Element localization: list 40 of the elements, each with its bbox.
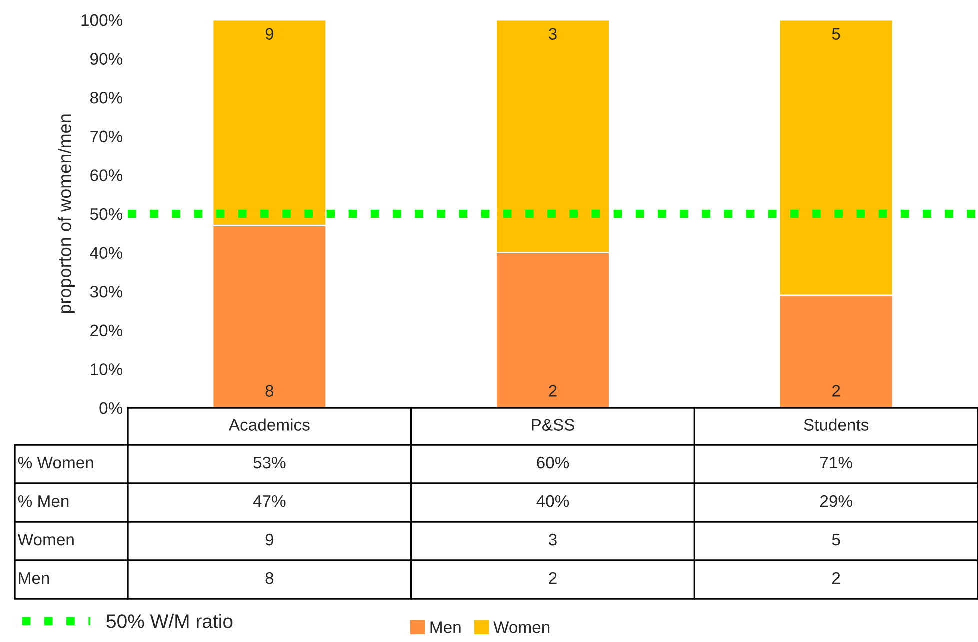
text: 2 bbox=[832, 572, 840, 584]
text: 8 bbox=[266, 572, 274, 584]
y-tick-label: 90% bbox=[90, 53, 123, 66]
text: 5 bbox=[832, 534, 840, 546]
text: 71% bbox=[820, 456, 852, 469]
text: 9 bbox=[266, 534, 274, 546]
annotation: 3 bbox=[549, 28, 557, 40]
text: 47% bbox=[253, 495, 286, 508]
y-tick-label: 70% bbox=[90, 130, 123, 143]
legend-label: 50% W/M ratio bbox=[106, 614, 233, 628]
text: 29% bbox=[820, 495, 852, 508]
x-tick-label: P&SS bbox=[532, 419, 574, 431]
text: 3 bbox=[549, 534, 557, 546]
legend-label: Women bbox=[494, 622, 550, 634]
text: % Women bbox=[18, 456, 94, 469]
y-tick-label: 30% bbox=[90, 286, 123, 298]
y-tick-label: 20% bbox=[90, 324, 123, 337]
y-tick-label: 80% bbox=[90, 92, 123, 104]
text: % Men bbox=[18, 495, 69, 508]
y-tick-label: 50% bbox=[90, 208, 123, 220]
text: Men bbox=[19, 572, 50, 584]
text: 40% bbox=[536, 495, 570, 508]
x-tick-label: Students bbox=[804, 418, 869, 431]
y-axis-title: proporton of women/men bbox=[58, 114, 75, 314]
y-tick-label: 0% bbox=[100, 402, 123, 414]
annotation: 2 bbox=[549, 385, 557, 397]
annotation: 8 bbox=[266, 385, 274, 397]
x-tick-label: Academics bbox=[228, 418, 310, 431]
y-tick-label: 40% bbox=[90, 247, 123, 260]
annotation: 2 bbox=[832, 385, 840, 397]
text: Women bbox=[18, 534, 74, 546]
text: 2 bbox=[549, 572, 557, 584]
y-tick-label: 60% bbox=[90, 170, 123, 182]
annotation: 5 bbox=[832, 28, 840, 40]
text: 60% bbox=[537, 456, 570, 469]
y-tick-label: 10% bbox=[91, 364, 123, 376]
text: 53% bbox=[254, 456, 286, 469]
y-tick-label: 100% bbox=[82, 14, 123, 26]
annotation: 9 bbox=[266, 28, 274, 40]
legend-label: Men bbox=[430, 622, 461, 634]
